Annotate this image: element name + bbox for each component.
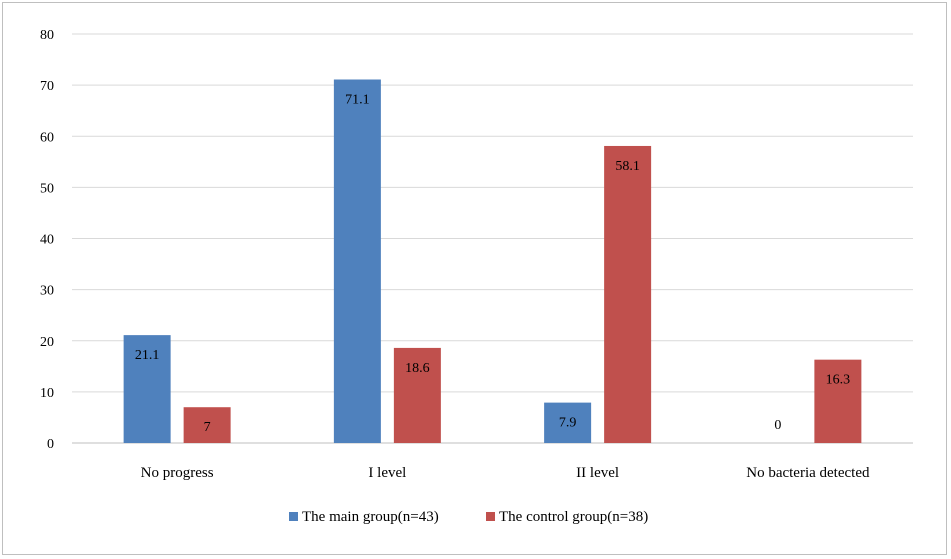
legend: The main group(n=43) The control group(n=… (289, 509, 648, 525)
data-label: 7 (204, 420, 211, 435)
y-tick-label: 20 (40, 335, 54, 350)
x-category-label: No bacteria detected (746, 465, 870, 481)
y-tick-label: 10 (40, 386, 54, 401)
data-label: 0 (774, 418, 781, 433)
legend-label: The control group(n=38) (499, 509, 648, 525)
data-label: 18.6 (405, 361, 430, 376)
bar (123, 335, 171, 443)
gridlines (72, 33, 913, 444)
data-label: 58.1 (615, 159, 640, 174)
bars (123, 79, 862, 443)
y-axis: 0 10 20 30 40 50 60 70 80 (40, 28, 54, 452)
bar (183, 407, 231, 443)
bar (814, 359, 862, 443)
legend-swatch (486, 512, 495, 521)
data-label: 7.9 (559, 416, 577, 431)
bar (333, 79, 381, 443)
bar (544, 402, 592, 443)
y-tick-label: 30 (40, 284, 54, 299)
y-tick-label: 40 (40, 233, 54, 248)
x-axis: No progress I level II level No bacteria de… (141, 465, 870, 481)
data-label: 16.3 (826, 373, 851, 388)
data-labels: 21.1 7 71.1 18.6 7.9 58.1 0 16.3 (135, 93, 850, 436)
y-tick-label: 0 (47, 437, 54, 452)
bar (604, 145, 652, 443)
data-label: 21.1 (135, 348, 160, 363)
y-tick-label: 70 (40, 79, 54, 94)
legend-swatch (289, 512, 298, 521)
x-category-label: I level (368, 465, 406, 481)
legend-label: The main group(n=43) (302, 509, 439, 525)
data-label: 71.1 (345, 93, 370, 108)
y-tick-label: 50 (40, 181, 54, 196)
bar (393, 347, 441, 443)
y-tick-label: 60 (40, 130, 54, 145)
x-category-label: II level (576, 465, 619, 481)
x-category-label: No progress (141, 465, 214, 481)
y-tick-label: 80 (40, 28, 54, 43)
